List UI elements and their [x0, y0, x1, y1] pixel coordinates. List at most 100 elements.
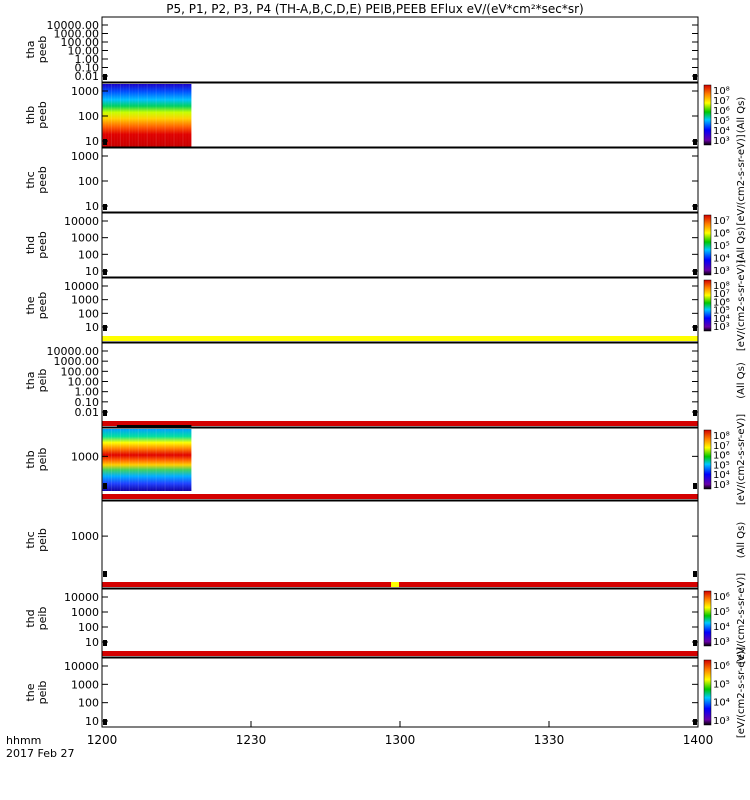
edge-marker	[693, 483, 697, 489]
edge-marker	[103, 204, 107, 210]
y-tick-label: 100	[78, 175, 99, 188]
y-tick-label: 0.01	[75, 406, 100, 419]
flag-strip	[102, 582, 698, 587]
y-tick-label: 10.00	[68, 45, 100, 58]
panel-label: tha peeb	[24, 36, 49, 64]
unit-label: (All Qs)	[736, 227, 747, 264]
y-tick-label: 10000.00	[47, 19, 100, 32]
y-tick-label: 10000	[64, 215, 99, 228]
edge-marker	[693, 571, 697, 577]
block-texture	[185, 84, 187, 147]
edge-marker	[103, 571, 107, 577]
probe-label: the	[24, 683, 37, 701]
block-texture	[137, 84, 139, 147]
unit-label: (All Qs)	[736, 97, 747, 134]
panel-frame	[101, 212, 699, 278]
unit-label: [eV/(cm2-s-sr-eV)]	[736, 573, 747, 664]
strip-mark	[391, 582, 400, 587]
y-tick-label: 10	[85, 135, 99, 148]
flag-strip	[102, 421, 698, 426]
panel-frame	[101, 16, 699, 83]
panel-thc-peib: 1000 thc peib (All Qs)	[24, 500, 747, 589]
edge-marker	[693, 74, 697, 80]
y-tick-label: 0.10	[75, 62, 100, 75]
colorbar-label: 10³	[713, 637, 730, 648]
y-tick-label: 10	[85, 636, 99, 649]
colorbar-label: 10⁶	[713, 297, 730, 308]
y-tick-label: 1000	[71, 85, 99, 98]
colorbar-label: 10⁶	[713, 451, 730, 462]
unit-label: [eV/(cm2-s-sr-eV)]	[736, 647, 747, 738]
flag-strip	[102, 336, 698, 341]
block-texture	[164, 84, 166, 147]
probe-label: thb	[24, 106, 37, 124]
block-texture	[116, 429, 118, 491]
probe-label: tha	[24, 371, 37, 389]
unit-label: [eV/(cm2-s-sr-eV)]	[736, 134, 747, 225]
panel-frame	[101, 500, 699, 589]
panel-frame	[101, 82, 699, 148]
edge-marker	[693, 139, 697, 145]
block-texture	[167, 84, 169, 147]
unit-label-group: (All Qs)	[736, 362, 747, 399]
figure-title: P5, P1, P2, P3, P4 (TH-A,B,C,D,E) PEIB,P…	[166, 2, 583, 16]
edge-marker	[103, 139, 107, 145]
colorbar	[703, 84, 712, 146]
unit-label-group: (All Qs)	[736, 97, 747, 134]
y-tick-label: 1000	[71, 606, 99, 619]
block-texture	[119, 84, 121, 147]
block-texture	[158, 84, 160, 147]
y-tick-label: 10000	[64, 280, 99, 293]
block-texture	[179, 84, 181, 147]
y-tick-label: 100	[78, 307, 99, 320]
product-label: peib	[36, 448, 49, 472]
colorbar-label: 10⁸	[713, 86, 730, 97]
x-tick-label: 1200	[87, 733, 118, 747]
unit-label: (All Qs)	[736, 362, 747, 399]
block-texture	[104, 429, 106, 491]
y-tick-label: 100.00	[61, 36, 100, 49]
edge-marker	[693, 640, 697, 646]
y-tick-label: 1000	[71, 530, 99, 543]
block-texture	[173, 84, 175, 147]
colorbar-label: 10⁶	[713, 661, 730, 672]
block-texture	[167, 429, 169, 491]
block-texture	[176, 429, 178, 491]
colorbar	[703, 279, 712, 332]
colorbar-label: 10⁶	[713, 592, 730, 603]
colorbar-label: 10⁵	[713, 241, 730, 252]
y-tick-label: 1.00	[75, 53, 100, 66]
spectrogram-block	[102, 429, 192, 491]
colorbar-label: 10⁸	[713, 431, 730, 442]
block-texture	[155, 429, 157, 491]
panel-thc-peeb: 1000 100 10 thc peeb [eV/(cm2-s-sr-eV)]	[24, 134, 747, 225]
probe-label: thd	[24, 609, 37, 627]
product-label: peeb	[36, 166, 49, 194]
probe-label: thd	[24, 236, 37, 254]
x-tick-label: 1400	[683, 733, 714, 747]
y-tick-label: 100	[78, 110, 99, 123]
colorbar-label: 10⁸	[713, 281, 730, 292]
y-tick-label: 1000	[71, 678, 99, 691]
colorbar-label: 10⁵	[713, 116, 730, 127]
block-texture	[137, 429, 139, 491]
probe-label: the	[24, 296, 37, 314]
colorbar-label: 10⁶	[713, 106, 730, 117]
edge-marker	[693, 204, 697, 210]
block-texture	[152, 429, 154, 491]
block-texture	[122, 84, 124, 147]
y-tick-label: 0.10	[75, 396, 100, 409]
probe-label: thb	[24, 450, 37, 468]
block-texture	[149, 84, 151, 147]
block-texture	[155, 84, 157, 147]
block-texture	[182, 429, 184, 491]
colorbar-label: 10⁶	[713, 229, 730, 240]
y-tick-label: 100.00	[61, 365, 100, 378]
unit-label-group: (All Qs)	[736, 227, 747, 264]
panel-frame	[101, 657, 699, 728]
x-tick-label: 1330	[534, 733, 565, 747]
y-tick-label: 100	[78, 621, 99, 634]
